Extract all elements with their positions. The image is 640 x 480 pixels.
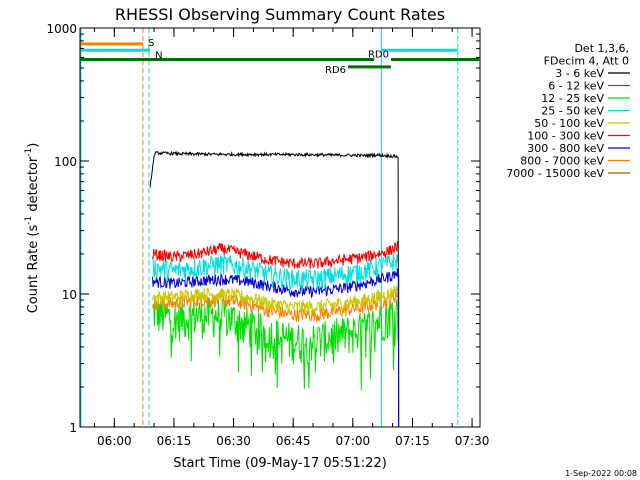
x-tick-label-5: 07:15 [395, 434, 430, 448]
y-tick-label-1: 10 [62, 288, 77, 302]
legend-label-7: 800 - 7000 keV [520, 155, 604, 168]
y-tick-label-0: 1 [69, 421, 77, 435]
legend-label-6: 300 - 800 keV [527, 142, 604, 155]
x-tick-label-0: 06:00 [97, 434, 132, 448]
x-tick-label-1: 06:15 [157, 434, 192, 448]
legend-label-1: 6 - 12 keV [548, 80, 604, 93]
legend-header-0: Det 1,3,6, [574, 42, 629, 55]
x-tick-label-3: 06:45 [276, 434, 311, 448]
legend-label-3: 25 - 50 keV [541, 105, 604, 118]
axes: 06:00 06:15 06:30 06:45 07:00 07:15 07:30 1 10 10… [46, 22, 489, 448]
state-label-4: RD0 [368, 49, 389, 60]
series-trace-0 [149, 150, 400, 428]
series-trace-6 [152, 268, 399, 299]
series-trace-3 [152, 253, 399, 292]
state-label-5: RD6 [325, 65, 346, 76]
legend-label-5: 100 - 300 keV [527, 130, 604, 143]
x-tick-label-4: 07:00 [336, 434, 371, 448]
series-trace-4 [152, 285, 399, 315]
series-layer [149, 150, 400, 428]
legend-header-1: FDecim 4, Att 0 [544, 55, 629, 68]
legend-label-2: 12 - 25 keV [541, 92, 604, 105]
footer-date: 1-Sep-2022 00:08 [565, 469, 637, 478]
legend-label-4: 50 - 100 keV [534, 117, 604, 130]
y-axis-label: Count Rate (s-1 detector-1) [24, 143, 41, 314]
state-label-0: S [148, 38, 154, 49]
x-axis-label: Start Time (09-May-17 05:51:22) [173, 456, 387, 471]
series-trace-2 [152, 296, 399, 391]
y-tick-label-2: 100 [54, 155, 77, 169]
state-label-1: N [155, 50, 162, 61]
x-tick-label-2: 06:30 [216, 434, 251, 448]
x-tick-label-6: 07:30 [455, 434, 490, 448]
legend-label-0: 3 - 6 keV [555, 67, 604, 80]
state-overlay: SN RD0 RD6 [80, 28, 480, 427]
chart-title: RHESSI Observing Summary Count Rates [115, 5, 445, 24]
series-trace-5 [152, 240, 399, 270]
legend-label-8: 7000 - 15000 keV [506, 167, 604, 180]
y-tick-label-3: 1000 [46, 22, 77, 36]
plot-frame [79, 27, 481, 428]
